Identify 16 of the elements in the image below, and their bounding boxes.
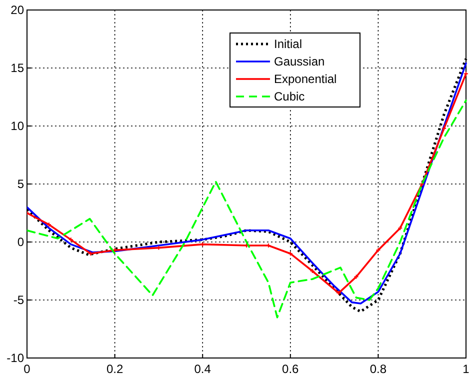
y-tick-label: 5 (17, 177, 24, 191)
y-tick-label: -10 (6, 351, 24, 365)
legend-label: Initial (274, 37, 302, 51)
y-tick-label: 20 (10, 3, 24, 17)
y-tick-label: 0 (17, 235, 24, 249)
legend-label: Cubic (274, 90, 305, 104)
x-tick-label: 0.4 (194, 362, 212, 376)
x-tick-label: 0.6 (282, 362, 300, 376)
x-tick-label: 1 (462, 362, 470, 376)
legend-label: Exponential (274, 72, 337, 86)
x-tick-label: 0.2 (106, 362, 124, 376)
x-tick-label: 0.8 (370, 362, 387, 376)
legend-label: Gaussian (274, 54, 325, 68)
y-tick-label: 15 (10, 61, 24, 75)
y-tick-label: 10 (10, 119, 24, 133)
y-tick-label: -5 (13, 293, 24, 307)
